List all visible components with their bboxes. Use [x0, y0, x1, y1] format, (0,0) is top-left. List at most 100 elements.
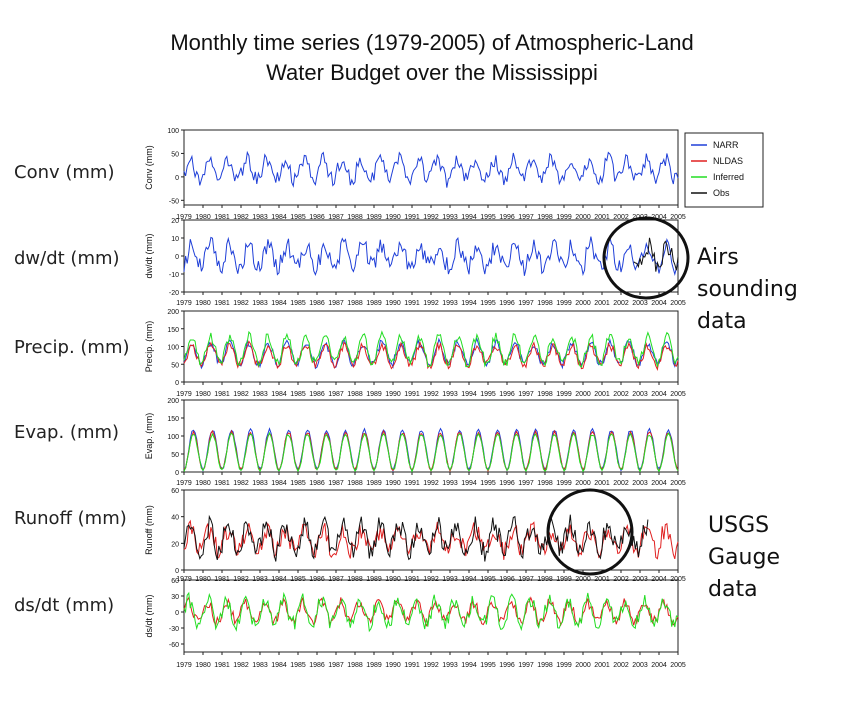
x-tick-label: 2005	[670, 300, 686, 307]
x-tick-label: 1989	[366, 214, 382, 221]
y-tick-label: 0	[175, 610, 179, 617]
x-tick-label: 1979	[176, 480, 192, 487]
x-tick-label: 1987	[328, 391, 344, 398]
x-tick-label: 1979	[176, 391, 192, 398]
x-tick-label: 1983	[252, 391, 268, 398]
row-label-dsdt: ds/dt (mm)	[14, 595, 115, 616]
x-tick-label: 1981	[214, 480, 230, 487]
x-tick-label: 1992	[423, 300, 439, 307]
y-tick-label: -20	[169, 290, 179, 297]
x-tick-label: 1984	[271, 662, 287, 669]
y-tick-label: 60	[171, 488, 179, 495]
x-tick-label: 1999	[556, 391, 572, 398]
x-tick-label: 1991	[404, 480, 420, 487]
usgs-note: USGS Gauge data	[708, 510, 780, 606]
row-label-dwdt: dw/dt (mm)	[14, 248, 120, 269]
panel-frame-2	[183, 310, 679, 383]
y-tick-label: 100	[167, 434, 179, 441]
x-tick-label: 2004	[651, 480, 667, 487]
x-tick-label: 1994	[461, 391, 477, 398]
x-tick-label: 1996	[499, 214, 515, 221]
x-tick-label: 1987	[328, 662, 344, 669]
x-tick-label: 1989	[366, 391, 382, 398]
x-tick-label: 2002	[613, 214, 629, 221]
usgs-circle	[546, 488, 634, 576]
x-tick-label: 2001	[594, 391, 610, 398]
x-tick-label: 1997	[518, 480, 534, 487]
x-tick-label: 1983	[252, 662, 268, 669]
x-tick-label: 1990	[385, 214, 401, 221]
y-tick-label: 50	[171, 362, 179, 369]
y-tick-label: 20	[171, 541, 179, 548]
series-line-nldas-2	[183, 340, 679, 371]
x-tick-label: 2003	[632, 391, 648, 398]
x-tick-label: 1984	[271, 391, 287, 398]
x-tick-label: 1993	[442, 214, 458, 221]
series-line-inferred-2	[183, 330, 679, 368]
x-tick-label: 1988	[347, 391, 363, 398]
x-tick-label: 2000	[575, 300, 591, 307]
x-tick-label: 1992	[423, 214, 439, 221]
x-tick-label: 1979	[176, 214, 192, 221]
series-line-inferred-5	[183, 591, 679, 633]
x-tick-label: 1999	[556, 214, 572, 221]
y-tick-label: 200	[167, 309, 179, 316]
x-tick-label: 1982	[233, 662, 249, 669]
y-axis-label: dw/dt (mm)	[144, 233, 154, 278]
x-tick-label: 1980	[195, 662, 211, 669]
row-label-evap: Evap. (mm)	[14, 422, 120, 443]
x-tick-label: 1985	[290, 391, 306, 398]
y-axis-label: ds/dt (mm)	[144, 594, 154, 637]
x-tick-label: 1998	[537, 662, 553, 669]
x-tick-label: 1993	[442, 480, 458, 487]
x-tick-label: 1981	[214, 662, 230, 669]
x-tick-label: 2004	[651, 214, 667, 221]
y-tick-label: 100	[167, 345, 179, 352]
x-tick-label: 1983	[252, 480, 268, 487]
x-tick-label: 1987	[328, 480, 344, 487]
series-line-obs-1	[633, 237, 679, 272]
x-tick-label: 2005	[670, 214, 686, 221]
panel-frame-3	[183, 399, 679, 473]
x-tick-label: 1991	[404, 662, 420, 669]
x-tick-label: 1989	[366, 662, 382, 669]
x-tick-label: 1996	[499, 662, 515, 669]
x-tick-label: 2002	[613, 480, 629, 487]
legend-label-nldas: NLDAS	[713, 156, 743, 166]
y-tick-label: 0	[175, 568, 179, 575]
x-tick-label: 1982	[233, 480, 249, 487]
x-tick-label: 2005	[670, 391, 686, 398]
x-tick-label: 1990	[385, 391, 401, 398]
x-tick-label: 1982	[233, 391, 249, 398]
x-tick-label: 1981	[214, 214, 230, 221]
x-tick-label: 1990	[385, 300, 401, 307]
y-tick-label: 50	[171, 452, 179, 459]
y-tick-label: 0	[175, 175, 179, 182]
x-tick-label: 1988	[347, 214, 363, 221]
x-tick-label: 1979	[176, 300, 192, 307]
usgs-note-line2: Gauge	[708, 545, 780, 570]
x-tick-label: 1989	[366, 480, 382, 487]
y-tick-label: 40	[171, 515, 179, 522]
y-tick-label: -10	[169, 272, 179, 279]
y-tick-label: 30	[171, 594, 179, 601]
y-axis-label: Conv (mm)	[144, 145, 154, 190]
x-tick-label: 1993	[442, 300, 458, 307]
x-tick-label: 2002	[613, 662, 629, 669]
y-tick-label: 10	[171, 236, 179, 243]
x-tick-label: 1991	[404, 214, 420, 221]
x-tick-label: 1991	[404, 300, 420, 307]
legend-label-obs: Obs	[713, 188, 730, 198]
x-tick-label: 2000	[575, 214, 591, 221]
y-tick-label: 150	[167, 327, 179, 334]
x-tick-label: 1995	[480, 480, 496, 487]
x-tick-label: 1994	[461, 214, 477, 221]
x-tick-label: 1980	[195, 214, 211, 221]
x-tick-label: 2004	[651, 391, 667, 398]
x-tick-label: 2002	[613, 391, 629, 398]
x-tick-label: 1991	[404, 391, 420, 398]
x-tick-label: 2004	[651, 662, 667, 669]
x-tick-label: 1997	[518, 214, 534, 221]
x-tick-label: 2004	[651, 300, 667, 307]
x-tick-label: 1998	[537, 300, 553, 307]
